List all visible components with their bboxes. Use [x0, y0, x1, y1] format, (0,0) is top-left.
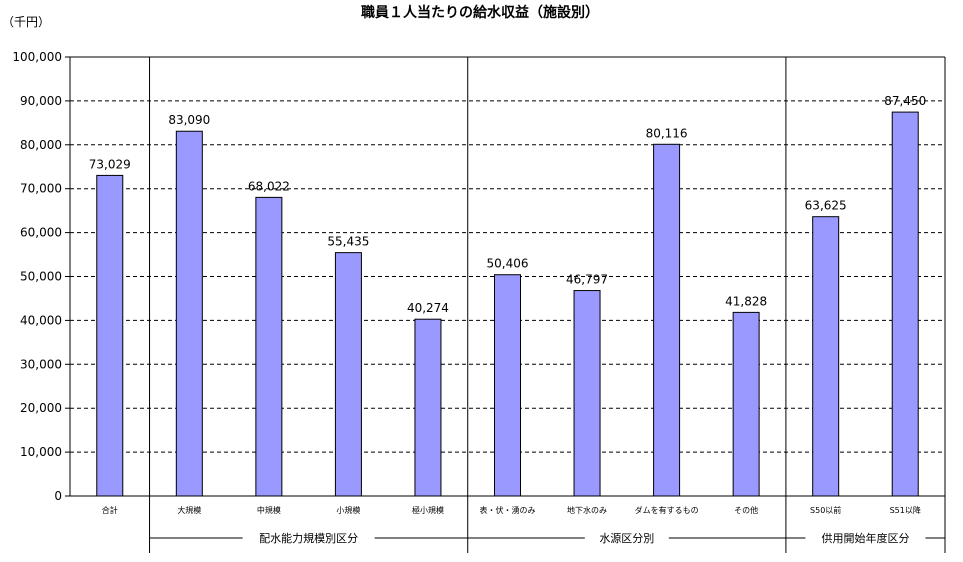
data-label: 83,090 [168, 113, 210, 127]
data-label: 41,828 [725, 294, 767, 308]
bar [334, 252, 362, 497]
y-tick-label: 50,000 [20, 270, 62, 284]
y-tick-label: 0 [54, 489, 62, 503]
x-tick-label: 表・伏・湧のみ [480, 505, 536, 515]
axes [65, 56, 946, 553]
data-label: 80,116 [646, 126, 688, 140]
y-axis-unit: （千円） [2, 15, 50, 29]
bar [414, 318, 442, 497]
bar [255, 196, 283, 497]
y-tick-label: 80,000 [20, 138, 62, 152]
x-tick-label: 小規模 [336, 505, 360, 515]
y-tick-label: 10,000 [20, 445, 62, 459]
data-label: 40,274 [407, 301, 449, 315]
x-tick-label: S51以降 [890, 505, 921, 515]
bars [96, 111, 919, 497]
data-label: 63,625 [805, 199, 847, 213]
bar [653, 143, 681, 497]
data-label: 46,797 [566, 273, 608, 287]
x-tick-label: S50以前 [810, 505, 841, 515]
bar [96, 174, 124, 497]
y-tick-label: 90,000 [20, 94, 62, 108]
bar [732, 311, 760, 497]
bar [891, 111, 919, 497]
x-tick-label: その他 [734, 505, 758, 515]
x-tick-label: ダムを有するもの [635, 505, 699, 515]
bar [494, 274, 521, 497]
bar [175, 130, 203, 497]
y-tick-label: 100,000 [12, 50, 62, 64]
y-tick-label: 40,000 [20, 313, 62, 327]
group-label: 配水能力規模別区分 [259, 531, 358, 545]
data-label: 50,406 [487, 257, 529, 271]
x-tick-label: 地下水のみ [567, 505, 607, 515]
x-tick-label: 大規模 [177, 505, 201, 515]
x-tick-label: 極小規模 [412, 505, 444, 515]
chart-title: 職員１人当たりの給水収益（施設別） [361, 4, 599, 21]
data-label: 68,022 [248, 179, 290, 193]
group-label: 水源区分別 [599, 531, 654, 545]
labels: 0 10,000 20,000 30,000 40,000 50,000 60,000 70,… [12, 50, 926, 545]
y-tick-label: 30,000 [20, 357, 62, 371]
data-label: 73,029 [89, 157, 131, 171]
data-label: 87,450 [884, 94, 926, 108]
bar [573, 290, 601, 497]
y-tick-label: 20,000 [20, 401, 62, 415]
y-tick-label: 60,000 [20, 226, 62, 240]
data-label: 55,435 [327, 235, 369, 249]
bar [812, 216, 840, 497]
y-tick-label: 70,000 [20, 182, 62, 196]
x-tick-label: 中規模 [257, 505, 281, 515]
group-label: 供用開始年度区分 [821, 531, 909, 545]
x-tick-label: 合計 [102, 505, 118, 515]
